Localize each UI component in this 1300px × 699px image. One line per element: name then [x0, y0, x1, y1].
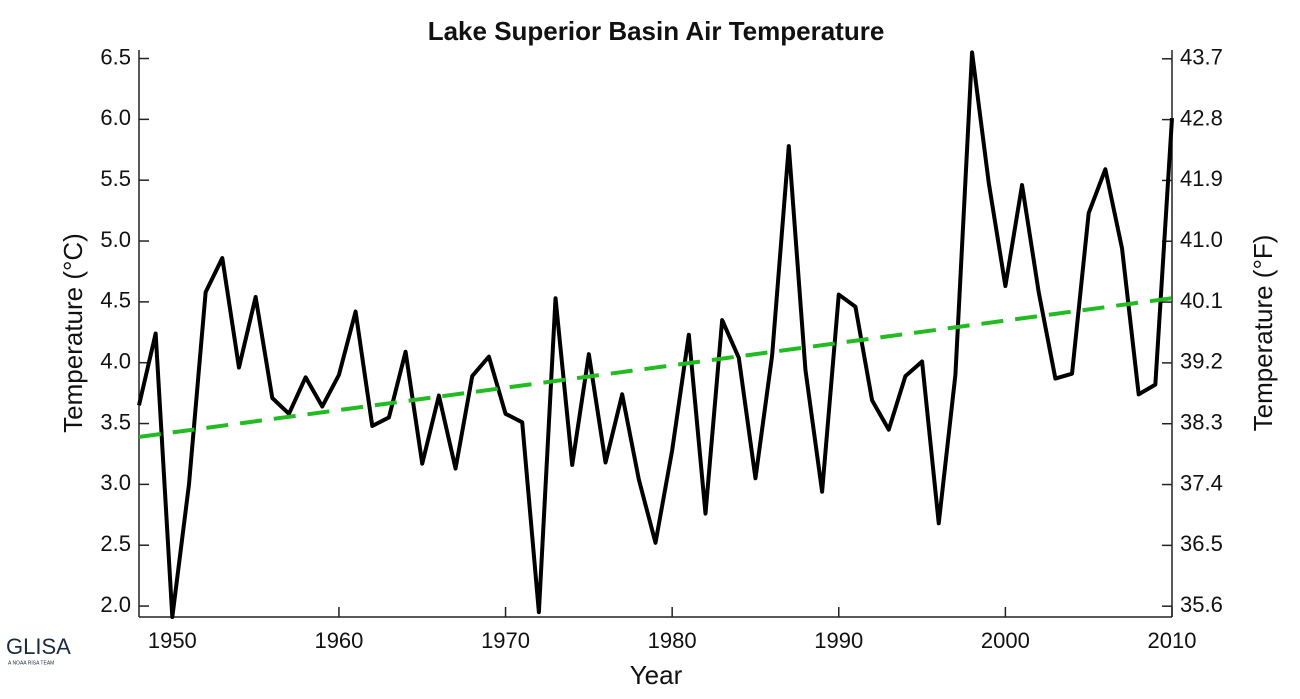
logo-tagline: A NOAA RISA TEAM [8, 660, 54, 666]
chart-title: Lake Superior Basin Air Temperature [428, 16, 885, 46]
logo-text: GLISA [6, 634, 71, 659]
y-tick-label: 2.0 [100, 592, 131, 617]
x-tick-label: 1980 [648, 628, 697, 653]
x-tick-label: 2000 [981, 628, 1030, 653]
y2-tick-label: 36.5 [1180, 531, 1223, 556]
trend-line [138, 296, 1173, 439]
y-tick-label: 3.5 [100, 409, 131, 434]
y2-tick-label: 42.8 [1180, 105, 1223, 130]
y-axis-label: Temperature (°C) [58, 233, 88, 433]
y-tick-label: 2.5 [100, 531, 131, 556]
y2-tick-label: 43.7 [1180, 45, 1223, 70]
y-tick-label: 4.5 [100, 288, 131, 313]
y2-tick-label: 35.6 [1180, 592, 1223, 617]
y-tick-label: 5.5 [100, 166, 131, 191]
y2-tick-label: 41.0 [1180, 227, 1223, 252]
y-tick-label: 5.0 [100, 227, 131, 252]
x-tick-label: 1950 [148, 628, 197, 653]
x-tick-label: 1970 [481, 628, 530, 653]
x-tick-label: 2010 [1148, 628, 1197, 653]
y2-axis-label: Temperature (°F) [1248, 235, 1278, 432]
y2-tick-label: 37.4 [1180, 470, 1223, 495]
y-tick-label: 6.5 [100, 44, 131, 69]
x-axis-label: Year [630, 660, 683, 690]
y-tick-label: 4.0 [100, 349, 131, 374]
data-line [137, 50, 1174, 619]
y2-tick-label: 38.3 [1180, 410, 1223, 435]
y-tick-label: 6.0 [100, 105, 131, 130]
y2-tick-label: 39.2 [1180, 349, 1223, 374]
y-tick-label: 3.0 [100, 470, 131, 495]
y2-tick-label: 41.9 [1180, 166, 1223, 191]
x-tick-label: 1960 [314, 628, 363, 653]
y2-tick-label: 40.1 [1180, 288, 1223, 313]
x-tick-label: 1990 [814, 628, 863, 653]
